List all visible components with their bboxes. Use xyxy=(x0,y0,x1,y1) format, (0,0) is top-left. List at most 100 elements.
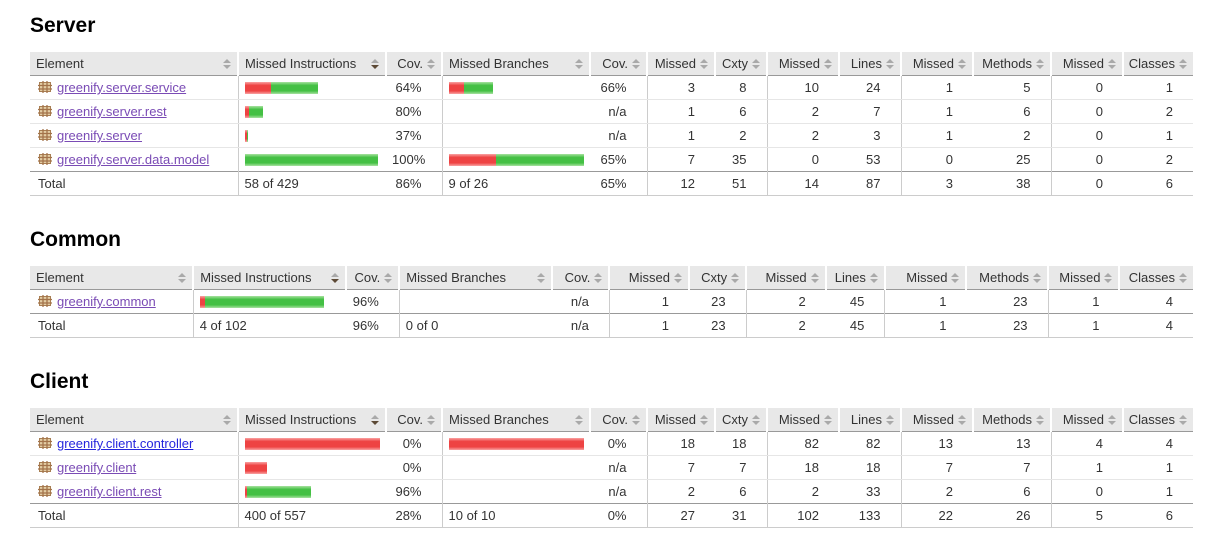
missed-branches-bar xyxy=(449,486,585,498)
column-header-label: Classes xyxy=(1128,56,1175,71)
cell-value: 23 xyxy=(688,313,747,338)
column-header[interactable]: Element xyxy=(30,408,238,432)
column-header-label: Classes xyxy=(1128,412,1175,427)
package-link[interactable]: greenify.common xyxy=(57,294,156,309)
cell-value: 12 xyxy=(646,171,715,196)
total-row: Total 58 of 429 86% 9 of 26 65% 12 51 14 87 3 38 0 6 xyxy=(30,171,1193,196)
column-header[interactable]: Cxty xyxy=(687,266,747,290)
cell-value: 0 xyxy=(766,147,839,172)
cell-value: 1 xyxy=(1050,455,1123,480)
column-header[interactable]: Missed xyxy=(1047,266,1120,290)
column-header-label: Missed xyxy=(1062,412,1104,427)
column-header[interactable]: Methods xyxy=(972,52,1051,76)
sort-arrows-icon xyxy=(223,414,231,425)
column-header-label: Element xyxy=(36,56,84,71)
table-header: Element Missed Instructions Cov. Missed Bra… xyxy=(30,266,1193,290)
sort-arrows-icon xyxy=(824,414,832,425)
column-header[interactable]: Missed xyxy=(608,266,689,290)
column-header[interactable]: Missed xyxy=(646,52,715,76)
table-body: greenify.common 96% n/a 1 23 2 45 1 23 1 4 xyxy=(30,289,1193,314)
missed-bar-segment xyxy=(244,485,247,498)
cell-value: 65% xyxy=(600,152,627,167)
missed-branches-bar xyxy=(448,81,585,94)
column-header[interactable]: Methods xyxy=(965,266,1049,290)
cell-value: 0% xyxy=(386,455,442,480)
package-link[interactable]: greenify.server.rest xyxy=(57,104,167,119)
section-title: Client xyxy=(30,370,89,393)
package-link[interactable]: greenify.server.service xyxy=(57,80,187,95)
package-link[interactable]: greenify.client.controller xyxy=(57,436,194,451)
package-link[interactable]: greenify.client.rest xyxy=(57,484,162,499)
cell-value: 96% xyxy=(346,313,400,338)
column-header[interactable]: Cov. xyxy=(589,408,647,432)
cell-value: 6 xyxy=(1023,484,1031,499)
cell-value: 9 of 26 xyxy=(441,171,590,196)
cell-value: n/a xyxy=(608,484,627,499)
total-label: Total xyxy=(30,171,238,196)
total-row: Total 400 of 557 28% 10 of 10 0% 27 31 102 133 22… xyxy=(30,503,1193,528)
column-header-label: Missed xyxy=(778,412,820,427)
missed-instructions-cell xyxy=(192,289,347,314)
column-header[interactable]: Missed xyxy=(745,266,826,290)
cell-value: 13 xyxy=(973,431,1051,456)
column-header[interactable]: Element xyxy=(30,266,194,290)
column-header[interactable]: Lines xyxy=(838,52,901,76)
sort-arrows-icon xyxy=(178,272,187,283)
package-link[interactable]: greenify.server xyxy=(57,128,143,143)
column-header[interactable]: Cov. xyxy=(589,52,647,76)
column-header[interactable]: Lines xyxy=(838,408,901,432)
missed-branches-cell xyxy=(441,75,590,100)
column-header-label: Missed xyxy=(765,270,807,285)
column-header[interactable]: Cov. xyxy=(385,408,442,432)
column-header[interactable]: Missed xyxy=(1050,52,1123,76)
cell-value: 4 xyxy=(1123,431,1193,456)
column-header[interactable]: Cov. xyxy=(345,266,400,290)
column-header-label: Missed xyxy=(654,412,696,427)
column-header[interactable]: Missed Branches xyxy=(441,408,590,432)
column-header[interactable]: Classes xyxy=(1122,408,1193,432)
column-header[interactable]: Missed xyxy=(883,266,967,290)
column-header[interactable]: Missed xyxy=(766,408,839,432)
sort-arrows-icon xyxy=(886,414,894,425)
column-header[interactable]: Methods xyxy=(972,408,1051,432)
column-header[interactable]: Cov. xyxy=(551,266,610,290)
cell-value: 2 xyxy=(745,313,826,338)
column-header[interactable]: Missed xyxy=(900,52,973,76)
package-link[interactable]: greenify.server.data.model xyxy=(57,152,210,167)
column-header[interactable]: Element xyxy=(30,52,238,76)
column-header[interactable]: Missed xyxy=(766,52,839,76)
cell-value: 23 xyxy=(1013,294,1028,309)
column-header[interactable]: Lines xyxy=(824,266,885,290)
column-header[interactable]: Missed xyxy=(1050,408,1123,432)
column-header[interactable]: Classes xyxy=(1118,266,1193,290)
package-link[interactable]: greenify.client xyxy=(57,460,137,475)
column-header[interactable]: Cxty xyxy=(714,408,767,432)
cell-value: 1 xyxy=(608,289,689,314)
package-icon xyxy=(38,152,52,166)
column-header[interactable]: Cov. xyxy=(385,52,442,76)
column-header[interactable]: Missed Branches xyxy=(398,266,553,290)
column-header[interactable]: Missed Instructions xyxy=(192,266,347,290)
package-icon xyxy=(38,80,52,94)
column-header[interactable]: Missed Instructions xyxy=(237,408,386,432)
package-icon xyxy=(38,128,52,142)
sort-arrows-icon xyxy=(810,272,819,283)
column-header[interactable]: Missed xyxy=(900,408,973,432)
cell-value: 1 xyxy=(900,123,973,148)
cell-value: 10 of 10 xyxy=(441,503,590,528)
missed-instructions-cell xyxy=(237,99,386,124)
column-header[interactable]: Missed Branches xyxy=(441,52,590,76)
column-header[interactable]: Missed xyxy=(646,408,715,432)
column-header[interactable]: Cxty xyxy=(714,52,767,76)
column-header[interactable]: Classes xyxy=(1122,52,1193,76)
column-header-label: Missed Instructions xyxy=(245,56,357,71)
column-header[interactable]: Missed Instructions xyxy=(237,52,386,76)
column-header-label: Methods xyxy=(979,270,1030,285)
package-icon xyxy=(38,294,52,308)
cell-value: 26 xyxy=(973,503,1051,528)
missed-branches-cell xyxy=(441,479,590,504)
missed-branches-bar xyxy=(448,437,584,450)
cell-value: 14 xyxy=(766,171,839,196)
cell-value: 8 xyxy=(715,75,767,100)
missed-instructions-cell xyxy=(237,455,386,480)
